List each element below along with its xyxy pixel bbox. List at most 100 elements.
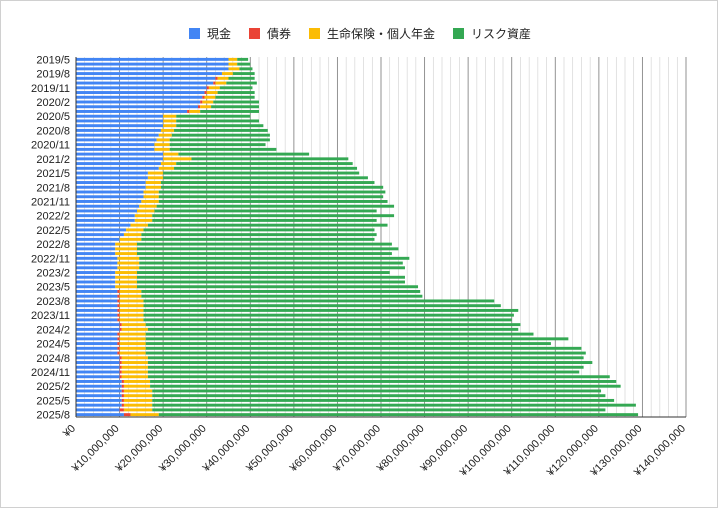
legend-label-cash: 現金: [206, 26, 231, 41]
bar-segment: [117, 256, 140, 260]
bar-segment: [152, 214, 395, 218]
category-label: 2023/5: [36, 282, 70, 294]
bar-segment: [160, 181, 375, 184]
bar-segment: [115, 275, 137, 279]
bar-segment: [215, 95, 255, 99]
bar-segment: [137, 285, 419, 289]
bar-segment: [137, 280, 405, 284]
bar-segment: [76, 171, 148, 175]
bar-segment: [200, 110, 259, 113]
bar-segment: [206, 91, 218, 94]
bar-segment: [76, 95, 203, 99]
bar-segment: [117, 313, 120, 317]
bar-segment: [211, 105, 259, 109]
legend-item-bonds[interactable]: 債券: [248, 25, 291, 42]
bar-segment: [158, 413, 639, 417]
bar-segment: [76, 342, 118, 346]
bar-segment: [208, 86, 220, 90]
bar-segment: [145, 323, 521, 327]
bar-segment: [76, 370, 120, 374]
bar-segment: [76, 218, 135, 222]
bar-segment: [121, 370, 148, 374]
bar-segment: [76, 228, 127, 232]
bar-segment: [123, 413, 131, 417]
bar-segment: [76, 275, 116, 279]
category-label: 2022/11: [31, 253, 70, 265]
bar-segment: [171, 133, 270, 137]
legend-swatch-cash: [188, 27, 200, 39]
bar-segment: [160, 185, 384, 189]
bar-segment: [76, 256, 118, 260]
bar-segment: [76, 242, 116, 246]
bar-segment: [117, 304, 120, 308]
bar-segment: [145, 346, 582, 350]
bar-segment: [137, 252, 392, 256]
bar-segment: [147, 176, 164, 180]
bar-segment: [156, 138, 170, 142]
bar-segment: [76, 365, 120, 369]
bar-segment: [117, 351, 120, 355]
bar-segment: [117, 294, 120, 298]
bar-segment: [189, 110, 201, 113]
bar-segment: [121, 384, 124, 388]
bar-segment: [119, 356, 122, 360]
bar-segment: [76, 290, 118, 293]
bar-segment: [150, 380, 617, 383]
bar-segment: [147, 370, 580, 374]
bar-segment: [123, 233, 142, 237]
category-labels: 2019/5 2019/8 2019/11 2020/2 2020/5 2020/8 202…: [31, 54, 70, 421]
category-label: 2024/5: [36, 339, 70, 351]
bar-segment: [115, 242, 137, 246]
bar-segment: [76, 413, 124, 417]
bar-segment: [217, 76, 229, 80]
bar-segment: [226, 81, 257, 85]
category-label: 2022/2: [36, 211, 70, 223]
bar-segment: [121, 394, 124, 398]
category-label: 2022/8: [36, 239, 70, 251]
legend-label-insurance: 生命保険・個人年金: [327, 26, 436, 41]
bar-segment: [178, 152, 310, 156]
bar-segment: [228, 57, 238, 61]
bar-segment: [119, 351, 146, 355]
bar-segment: [143, 299, 495, 303]
legend-item-insurance[interactable]: 生命保険・個人年金: [309, 25, 435, 42]
bar-segment: [152, 389, 602, 393]
category-label: 2023/2: [36, 268, 70, 280]
legend-item-cash[interactable]: 現金: [188, 25, 231, 42]
bar-segment: [115, 285, 137, 289]
bar-segment: [76, 332, 118, 336]
bar-segment: [176, 124, 264, 128]
bar-segment: [158, 166, 175, 170]
bar-segment: [158, 195, 384, 199]
bar-segment: [213, 100, 259, 104]
bar-segment: [76, 162, 161, 166]
legend-item-risk-assets[interactable]: リスク資産: [453, 25, 531, 42]
bar-segment: [117, 266, 140, 270]
bar-segment: [143, 318, 512, 322]
bar-segment: [117, 318, 120, 322]
bar-segment: [121, 403, 124, 407]
bar-segment: [119, 361, 122, 364]
bar-segment: [202, 95, 205, 99]
bar-segment: [76, 72, 222, 76]
bar-segment: [143, 313, 514, 317]
bar-segment: [76, 356, 120, 360]
bar-segment: [158, 190, 386, 194]
bar-segment: [147, 361, 593, 364]
bar-segment: [160, 162, 177, 166]
bar-segment: [119, 237, 142, 241]
bar-segment: [117, 299, 120, 303]
bar-segment: [76, 394, 122, 398]
bar-segment: [221, 72, 233, 76]
bar-segment: [143, 190, 159, 194]
bar-segment: [76, 285, 116, 289]
category-label: 2024/2: [36, 324, 70, 336]
category-label: 2023/11: [31, 310, 70, 322]
bar-segment: [163, 119, 177, 123]
bar-segment: [76, 346, 118, 350]
bar-segment: [76, 403, 122, 407]
bar-segment: [187, 110, 190, 113]
category-label: 2020/2: [36, 97, 70, 109]
bar-segment: [141, 237, 375, 241]
category-label: 2021/2: [36, 154, 70, 166]
